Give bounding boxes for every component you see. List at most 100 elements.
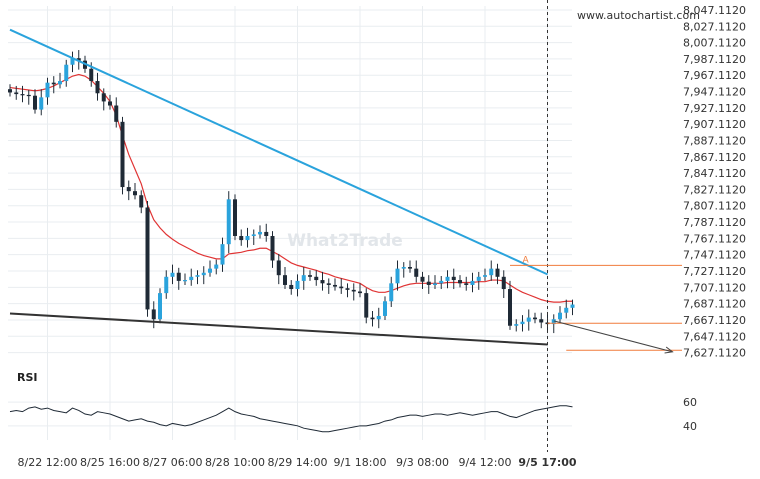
candle-body — [164, 276, 169, 294]
candle-body — [208, 268, 212, 273]
candle-body — [195, 275, 200, 277]
rsi-line — [9, 405, 573, 433]
time-tick-label: 8/29 14:00 — [268, 456, 328, 469]
candle-body — [33, 95, 37, 110]
resistance-line — [9, 28, 548, 276]
price-tick-label: 7,647.1120 — [683, 330, 746, 343]
price-tick-label: 7,787.1120 — [683, 216, 746, 229]
price-tick-label: 7,767.1120 — [683, 232, 746, 245]
price-tick-label: 7,967.1120 — [683, 69, 746, 82]
candle-body — [489, 268, 494, 276]
candle-body — [20, 94, 25, 96]
candle-body — [401, 267, 406, 269]
candle-body — [383, 301, 387, 316]
candle-body — [151, 309, 156, 320]
projection-arrow-head — [664, 346, 674, 354]
candle-body — [439, 280, 444, 284]
candle-body — [345, 288, 350, 290]
candle-body — [339, 286, 344, 289]
candle-body — [295, 280, 300, 290]
price-tick-label: 7,727.1120 — [683, 265, 746, 278]
candle-body — [308, 275, 312, 277]
candle-body — [251, 234, 256, 237]
candle-body — [189, 276, 194, 281]
candle-body — [264, 231, 269, 237]
rsi-tick-label: 60 — [683, 396, 697, 409]
candle-body — [333, 284, 337, 287]
candle-body — [301, 275, 306, 281]
candles-layer — [8, 50, 575, 334]
candle-body — [51, 82, 56, 85]
candle-body — [270, 236, 275, 261]
price-tick-label: 7,927.1120 — [683, 102, 746, 115]
candle-body — [433, 283, 437, 285]
candle-body — [495, 268, 500, 277]
candle-body — [145, 207, 150, 310]
candle-body — [89, 68, 94, 82]
moving-average-line — [9, 73, 573, 303]
time-tick-label: 9/5 17:00 — [518, 456, 577, 469]
candle-body — [176, 272, 181, 281]
candle-body — [351, 289, 356, 292]
candle-body — [126, 187, 131, 192]
candle-body — [120, 121, 125, 188]
candle-body — [414, 268, 419, 277]
rsi-panel: RSI — [9, 371, 573, 433]
moving-average-layer — [9, 73, 573, 303]
candle-body — [520, 321, 525, 325]
candle-body — [389, 283, 394, 302]
projection-arrow-line — [553, 320, 673, 353]
candle-body — [395, 268, 400, 284]
candle-body — [158, 293, 162, 320]
time-tick-label: 9/1 18:00 — [334, 456, 387, 469]
candle-body — [64, 64, 69, 82]
candle-body — [245, 236, 250, 241]
price-tick-label: 8,007.1120 — [683, 37, 746, 50]
candle-body — [539, 319, 544, 323]
candle-body — [470, 280, 475, 285]
candle-body — [76, 58, 81, 61]
candle-body — [289, 284, 294, 290]
candle-body — [508, 289, 512, 326]
candle-body — [45, 82, 50, 98]
price-tick-label: 7,687.1120 — [683, 298, 746, 311]
price-tick-label: 7,947.1120 — [683, 86, 746, 99]
candle-body — [283, 275, 287, 285]
candle-body — [133, 191, 137, 196]
price-tick-label: 7,987.1120 — [683, 53, 746, 66]
candle-body — [558, 312, 562, 320]
candle-body — [326, 283, 331, 285]
price-tick-label: 7,667.1120 — [683, 314, 746, 327]
time-tick-label: 9/3 08:00 — [396, 456, 449, 469]
price-tick-label: 7,887.1120 — [683, 134, 746, 147]
time-tick-label: 8/25 16:00 — [80, 456, 140, 469]
price-tick-label: 8,027.1120 — [683, 20, 746, 33]
candle-body — [183, 280, 187, 282]
candle-body — [483, 275, 487, 277]
price-tick-label: 7,827.1120 — [683, 183, 746, 196]
candle-body — [114, 105, 119, 122]
candle-body — [226, 199, 231, 245]
price-tick-label: 7,627.1120 — [683, 347, 746, 360]
candle-body — [70, 58, 75, 65]
candle-body — [258, 231, 262, 235]
candle-body — [451, 276, 456, 281]
candle-body — [364, 293, 369, 318]
pattern-point-label: A — [523, 255, 530, 265]
candle-body — [370, 317, 375, 320]
price-tick-label: 7,907.1120 — [683, 118, 746, 131]
time-tick-label: 8/22 12:00 — [18, 456, 78, 469]
candle-body — [320, 280, 325, 284]
site-watermark: www.autochartist.com — [577, 9, 700, 22]
candle-body — [101, 93, 106, 102]
candle-body — [376, 315, 381, 320]
candle-body — [564, 307, 569, 313]
candle-body — [108, 101, 112, 106]
candle-body — [533, 317, 537, 320]
candle-body — [276, 260, 281, 276]
candle-body — [551, 319, 556, 325]
candle-body — [95, 81, 100, 94]
candle-body — [426, 281, 431, 285]
